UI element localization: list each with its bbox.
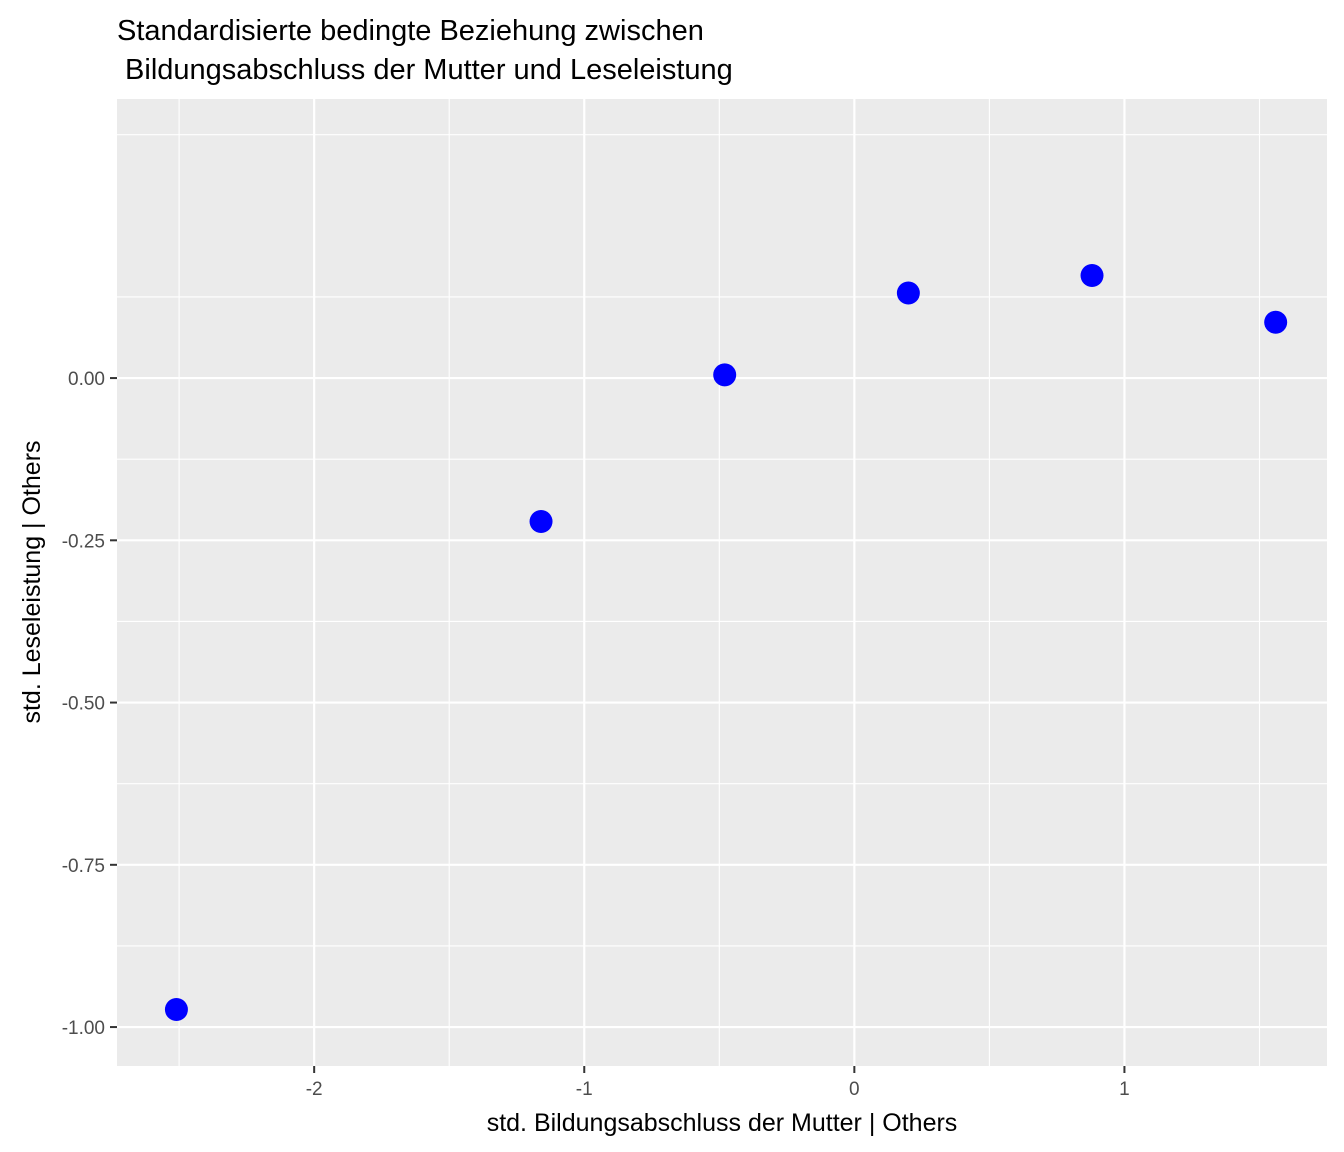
chart-title: Standardisierte bedingte Beziehung zwisc… [117,15,733,86]
major-gridlines [117,99,1327,1066]
chart-title-line-2: Bildungsabschluss der Mutter und Leselei… [117,54,733,86]
data-point [896,281,920,305]
y-tick-label: -1.00 [62,1018,105,1039]
data-point [164,998,188,1022]
y-axis-title: std. Leseleistung | Others [18,440,46,723]
chart-title-line-1: Standardisierte bedingte Beziehung zwisc… [117,15,704,47]
data-point [1264,310,1288,334]
y-tick-label: -0.75 [62,856,105,877]
y-tick-label: -0.25 [62,531,105,552]
data-points [164,264,1288,1022]
x-tick-label: 0 [849,1079,860,1100]
x-axis-title: std. Bildungsabschluss der Mutter | Othe… [487,1109,958,1137]
y-tick-label: 0.00 [68,369,105,390]
data-point [713,363,737,387]
x-axis: -2 -1 0 1 [306,1066,1130,1100]
plot-panel [117,99,1327,1066]
x-tick-label: -2 [306,1079,323,1100]
y-axis: 0.00 -0.25 -0.50 -0.75 -1.00 [62,369,117,1039]
y-tick-label: -0.50 [62,694,105,715]
x-tick-label: -1 [576,1079,593,1100]
x-tick-label: 1 [1119,1079,1130,1100]
data-point [529,509,553,533]
data-point [1080,264,1104,288]
